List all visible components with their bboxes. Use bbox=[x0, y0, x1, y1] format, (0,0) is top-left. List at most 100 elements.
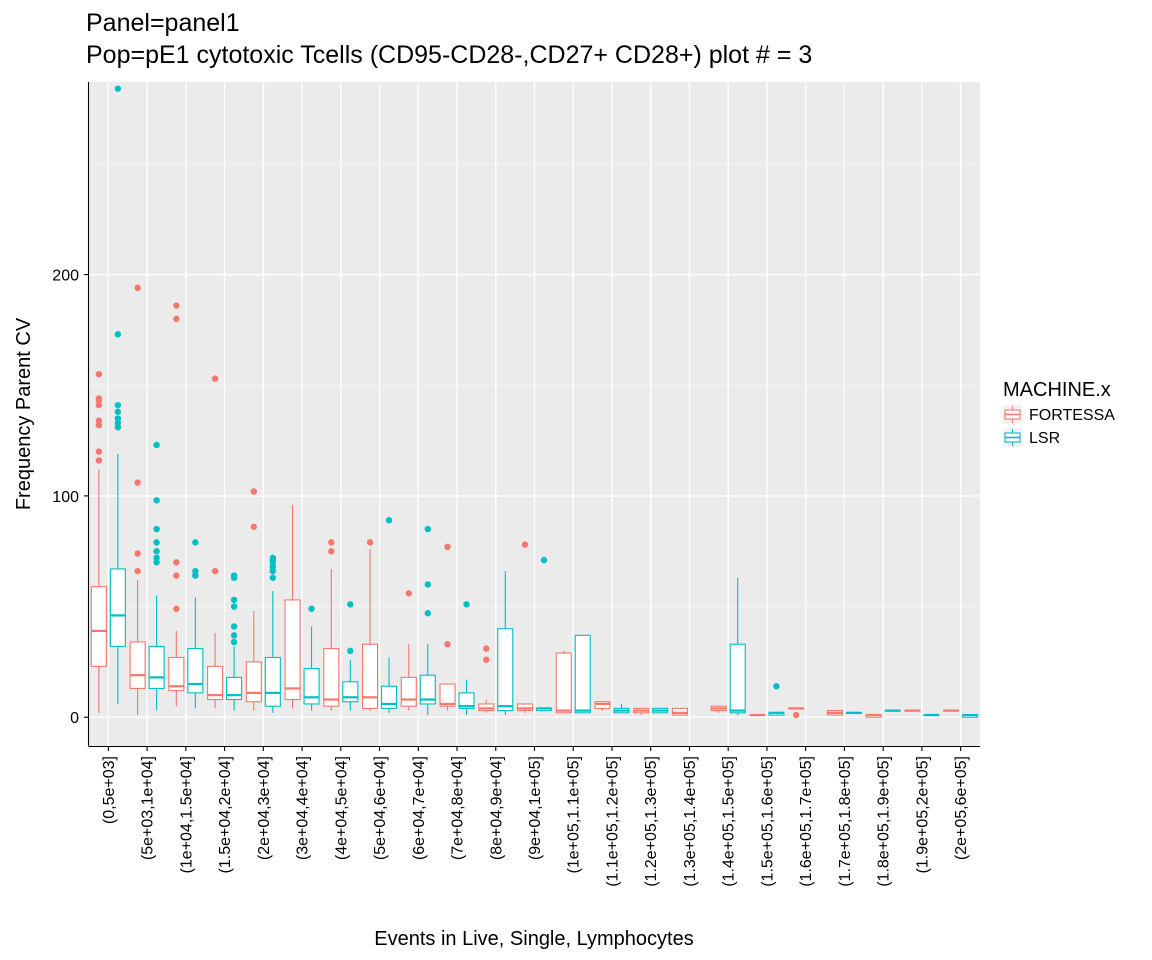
outlier-point bbox=[773, 683, 780, 690]
outlier-point bbox=[95, 417, 103, 424]
box-fortessa bbox=[245, 488, 262, 711]
box-fortessa bbox=[168, 302, 185, 707]
box-lsr bbox=[845, 711, 862, 714]
x-ticks: (0,5e+03] (5e+03,1e+04] (1e+04,1.5e+04] (1.… bbox=[101, 746, 970, 887]
y-tick-label: 0 bbox=[70, 710, 79, 727]
outlier-point bbox=[173, 605, 180, 612]
outlier-point bbox=[424, 525, 431, 533]
x-tick-label: (1.5e+04,2e+04] bbox=[217, 756, 234, 873]
box-lsr bbox=[109, 85, 126, 704]
outlier-point bbox=[153, 525, 160, 533]
box-iqr bbox=[497, 628, 514, 712]
box-fortessa bbox=[788, 707, 805, 719]
x-tick-label: (8e+04,9e+04] bbox=[488, 756, 505, 860]
outlier-point bbox=[483, 656, 490, 663]
box-lsr bbox=[497, 571, 514, 716]
outlier-point bbox=[173, 559, 180, 566]
box-lsr bbox=[303, 605, 320, 711]
box-iqr bbox=[284, 599, 301, 701]
box-lsr bbox=[458, 601, 475, 716]
box-iqr bbox=[323, 648, 340, 707]
y-tick-label: 100 bbox=[52, 489, 79, 506]
x-tick-label: (0,5e+03] bbox=[101, 756, 118, 824]
x-tick-label: (5e+03,1e+04] bbox=[140, 756, 157, 860]
x-tick-label: (4e+04,5e+04] bbox=[333, 756, 350, 860]
box-iqr bbox=[148, 645, 165, 690]
x-tick-label: (1.7e+05,1.8e+05] bbox=[837, 756, 854, 887]
outlier-point bbox=[114, 401, 122, 409]
outlier-point bbox=[114, 424, 122, 431]
box-lsr bbox=[884, 709, 901, 712]
box-iqr bbox=[226, 676, 243, 701]
box-iqr bbox=[729, 643, 746, 714]
outlier-point bbox=[134, 284, 141, 292]
outlier-point bbox=[173, 315, 180, 323]
outlier-point bbox=[230, 596, 238, 604]
x-tick-label: (9e+04,1e+05] bbox=[527, 756, 544, 860]
box-fortessa bbox=[129, 284, 146, 716]
outlier-point bbox=[269, 574, 277, 581]
outlier-point bbox=[173, 302, 180, 309]
outlier-point bbox=[192, 539, 199, 546]
outlier-point bbox=[153, 559, 160, 566]
legend-item-fortessa: FORTESSA bbox=[1003, 405, 1115, 424]
box-iqr bbox=[187, 648, 204, 694]
x-axis-title: Events in Live, Single, Lymphocytes bbox=[374, 928, 693, 950]
outlier-point bbox=[95, 457, 103, 464]
outlier-point bbox=[153, 554, 160, 562]
legend-label: LSR bbox=[1029, 430, 1060, 447]
outlier-point bbox=[95, 370, 103, 378]
box-iqr bbox=[168, 656, 185, 692]
box-iqr bbox=[207, 665, 224, 701]
box-lsr bbox=[342, 601, 359, 711]
outlier-point bbox=[269, 554, 277, 562]
box-fortessa bbox=[826, 710, 843, 716]
outlier-point bbox=[230, 603, 238, 610]
legend-item-lsr: LSR bbox=[1003, 428, 1060, 447]
outlier-point bbox=[250, 488, 258, 495]
box-fortessa bbox=[516, 541, 534, 713]
outlier-point bbox=[366, 539, 374, 546]
legend-items: FORTESSA LSR bbox=[1003, 405, 1115, 447]
box-fortessa bbox=[865, 713, 882, 718]
box-iqr bbox=[90, 586, 107, 667]
box-fortessa bbox=[943, 709, 960, 712]
outlier-point bbox=[444, 543, 451, 550]
box-lsr bbox=[419, 525, 436, 716]
outlier-point bbox=[230, 632, 238, 639]
outlier-point bbox=[153, 539, 160, 546]
box-lsr bbox=[226, 572, 243, 711]
box-lsr bbox=[264, 554, 281, 713]
outlier-point bbox=[424, 581, 431, 588]
outlier-point bbox=[173, 572, 180, 579]
outlier-point bbox=[114, 419, 122, 427]
box-iqr bbox=[361, 643, 379, 709]
box-iqr bbox=[458, 692, 475, 709]
x-tick-label: (1.4e+05,1.5e+05] bbox=[721, 756, 738, 887]
box-fortessa bbox=[710, 705, 727, 713]
box-iqr bbox=[342, 681, 359, 703]
box-fortessa bbox=[904, 709, 921, 712]
outlier-point bbox=[250, 523, 258, 531]
box-iqr bbox=[478, 703, 495, 712]
outlier-point bbox=[385, 517, 393, 524]
outlier-point bbox=[153, 548, 160, 555]
outlier-point bbox=[95, 448, 103, 455]
x-tick-label: (7e+04,8e+04] bbox=[450, 756, 467, 860]
box-fortessa bbox=[478, 645, 495, 713]
boxes bbox=[90, 85, 979, 719]
box-fortessa bbox=[90, 370, 107, 713]
outlier-point bbox=[792, 711, 800, 719]
box-iqr bbox=[574, 634, 591, 714]
outlier-point bbox=[444, 640, 451, 648]
outlier-point bbox=[211, 375, 219, 382]
x-tick-label: (1.8e+05,1.9e+05] bbox=[876, 756, 893, 887]
outlier-point bbox=[230, 572, 238, 579]
box-lsr bbox=[768, 683, 785, 716]
y-ticks: 0 100 200 bbox=[52, 268, 89, 727]
outlier-point bbox=[405, 590, 412, 597]
grid-major bbox=[89, 82, 980, 746]
box-fortessa bbox=[207, 375, 224, 709]
box-iqr bbox=[380, 685, 398, 709]
